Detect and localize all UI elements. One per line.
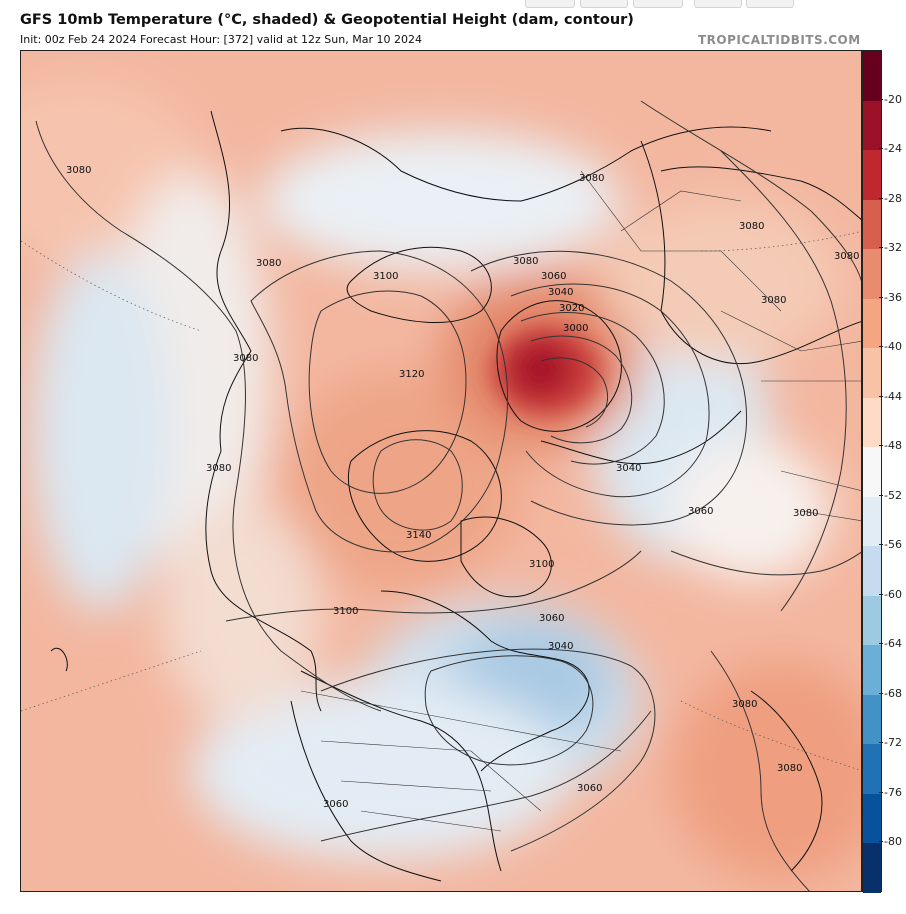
colorbar-tick bbox=[879, 197, 883, 199]
contour-label: 3060 bbox=[323, 799, 348, 810]
colorbar-segment bbox=[863, 843, 881, 894]
colorbar-segment bbox=[863, 496, 881, 547]
colorbar-tick bbox=[879, 98, 883, 100]
contour-label: 3100 bbox=[333, 606, 358, 617]
contour-label: 3080 bbox=[761, 295, 786, 306]
colorbar-segment bbox=[863, 694, 881, 745]
colorbar-tick-label: -80 bbox=[884, 835, 902, 849]
contour-label: 3100 bbox=[373, 271, 398, 282]
toolbar-button-1[interactable] bbox=[525, 0, 575, 8]
colorbar-tick-label: -60 bbox=[884, 587, 902, 601]
colorbar-tick bbox=[879, 346, 883, 348]
toolbar-button-3[interactable] bbox=[633, 0, 683, 8]
contour-label: 3080 bbox=[233, 353, 258, 364]
temperature-colorbar bbox=[862, 50, 882, 894]
colorbar-segment bbox=[863, 150, 881, 201]
contour-label: 3020 bbox=[559, 303, 584, 314]
colorbar-tick bbox=[879, 247, 883, 249]
colorbar-segment bbox=[863, 249, 881, 300]
contour-label: 3040 bbox=[616, 463, 641, 474]
colorbar-segment bbox=[863, 447, 881, 498]
colorbar-segment bbox=[863, 51, 881, 102]
borders bbox=[300, 170, 861, 832]
hot-core-shading bbox=[491, 326, 601, 416]
weather-map: 3080 3080 3080 3080 3080 3080 3080 3080 3080 3080… bbox=[20, 50, 862, 892]
colorbar-segment bbox=[863, 100, 881, 151]
contour-label: 3080 bbox=[66, 165, 91, 176]
colorbar-tick-label: -32 bbox=[884, 241, 902, 255]
colorbar-tick bbox=[879, 296, 883, 298]
colorbar-tick-label: -48 bbox=[884, 439, 902, 453]
colorbar-tick bbox=[879, 643, 883, 645]
height-contours bbox=[35, 100, 861, 891]
colorbar-tick-label: -76 bbox=[884, 785, 902, 799]
colorbar-tick bbox=[879, 494, 883, 496]
contour-label: 3060 bbox=[539, 613, 564, 624]
colorbar-tick-label: -52 bbox=[884, 488, 902, 502]
colorbar-segment bbox=[863, 348, 881, 399]
contour-label: 3080 bbox=[256, 258, 281, 269]
contour-label: 3100 bbox=[529, 559, 554, 570]
site-brand[interactable]: TROPICALTIDBITS.COM bbox=[698, 33, 861, 47]
colorbar-tick-label: -64 bbox=[884, 637, 902, 651]
contour-label: 3040 bbox=[548, 641, 573, 652]
map-canvas: 3080 3080 3080 3080 3080 3080 3080 3080 3080 3080… bbox=[21, 51, 861, 891]
toolbar-button-2[interactable] bbox=[580, 0, 628, 8]
colorbar-tick bbox=[879, 148, 883, 150]
colorbar-tick-label: -72 bbox=[884, 736, 902, 750]
colorbar-segment bbox=[863, 298, 881, 349]
colorbar-segment bbox=[863, 744, 881, 795]
colorbar-tick-label: -44 bbox=[884, 389, 902, 403]
toolbar-button-5[interactable] bbox=[746, 0, 794, 8]
colorbar-tick bbox=[879, 593, 883, 595]
colorbar-labels: -20 -24 -28 -32 -36 -40 -44 -48 -52 -56 -60 -64 -68 -… bbox=[879, 50, 906, 892]
colorbar-tick-label: -40 bbox=[884, 340, 902, 354]
colorbar-segment bbox=[863, 397, 881, 448]
contour-label: 3080 bbox=[834, 251, 859, 262]
graticule bbox=[21, 231, 861, 771]
colorbar-segment bbox=[863, 595, 881, 646]
contour-label: 3120 bbox=[399, 369, 424, 380]
colorbar-tick bbox=[879, 544, 883, 546]
contour-label: 3080 bbox=[739, 221, 764, 232]
contour-label: 3060 bbox=[688, 506, 713, 517]
colorbar-segment bbox=[863, 793, 881, 844]
contour-label: 3000 bbox=[563, 323, 588, 334]
colorbar-segment bbox=[863, 199, 881, 250]
colorbar-tick-label: -68 bbox=[884, 686, 902, 700]
colorbar-tick-label: -36 bbox=[884, 290, 902, 304]
contour-label: 3080 bbox=[206, 463, 231, 474]
colorbar-segment bbox=[863, 645, 881, 696]
colorbar-tick bbox=[879, 841, 883, 843]
colorbar-tick bbox=[879, 445, 883, 447]
chart-title: GFS 10mb Temperature (°C, shaded) & Geop… bbox=[20, 12, 634, 28]
contour-label: 3060 bbox=[541, 271, 566, 282]
colorbar-tick-label: -20 bbox=[884, 92, 902, 106]
colorbar-tick-label: -28 bbox=[884, 191, 902, 205]
contour-label: 3060 bbox=[577, 783, 602, 794]
colorbar-tick bbox=[879, 395, 883, 397]
contour-label: 3040 bbox=[548, 287, 573, 298]
colorbar-tick-label: -56 bbox=[884, 538, 902, 552]
contour-label: 3080 bbox=[513, 256, 538, 267]
colorbar-tick-label: -24 bbox=[884, 142, 902, 156]
colorbar-segment bbox=[863, 546, 881, 597]
chart-subtitle: Init: 00z Feb 24 2024 Forecast Hour: [37… bbox=[20, 33, 422, 46]
top-toolbar bbox=[0, 0, 906, 10]
colorbar-tick bbox=[879, 692, 883, 694]
contour-labels: 3080 3080 3080 3080 3080 3080 3080 3080 3080 3080… bbox=[66, 165, 859, 810]
contour-label: 3080 bbox=[732, 699, 757, 710]
toolbar-button-4[interactable] bbox=[694, 0, 742, 8]
colorbar-tick bbox=[879, 742, 883, 744]
contour-label: 3080 bbox=[579, 173, 604, 184]
contour-label: 3080 bbox=[793, 508, 818, 519]
contour-label: 3080 bbox=[777, 763, 802, 774]
contour-label: 3140 bbox=[406, 530, 431, 541]
colorbar-tick bbox=[879, 791, 883, 793]
